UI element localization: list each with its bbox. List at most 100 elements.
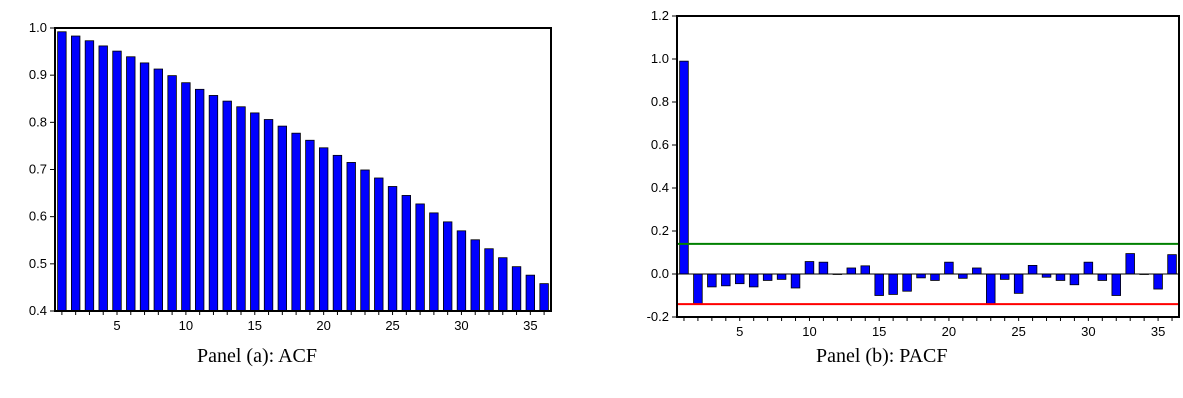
acf-bar-lag-33	[498, 257, 508, 312]
pacf-xtick-label: 30	[1081, 324, 1095, 339]
acf-bar-lag-8	[153, 68, 163, 312]
pacf-bar-lag-25	[1013, 273, 1024, 294]
pacf-bar-lag-10	[804, 261, 815, 275]
pacf-bar-lag-4	[721, 273, 731, 287]
pacf-bar-lag-21	[958, 273, 968, 279]
pacf-bar-lag-8	[776, 273, 787, 280]
acf-xtick-label: 30	[454, 318, 468, 333]
acf-bar-lag-34	[511, 266, 522, 312]
pacf-bar-lag-13	[846, 267, 857, 275]
pacf-xtick-label: 20	[942, 324, 956, 339]
pacf-bar-lag-18	[916, 273, 926, 279]
acf-xtick-label: 5	[113, 318, 120, 333]
acf-bar-lag-31	[470, 239, 480, 312]
pacf-bar-lag-19	[930, 273, 940, 281]
acf-bar-lag-28	[429, 212, 439, 312]
pacf-bar-lag-32	[1111, 273, 1121, 296]
pacf-ytick-label: 0.2	[651, 223, 669, 238]
acf-bar-lag-36	[539, 283, 549, 312]
acf-bar-lag-12	[208, 95, 219, 312]
pacf-xtick-label: 15	[872, 324, 886, 339]
acf-bar-lag-17	[277, 125, 287, 312]
pacf-bar-lag-24	[999, 273, 1010, 280]
pacf-ytick-label: 1.2	[651, 8, 669, 23]
pacf-bar-lag-5	[735, 273, 745, 285]
pacf-bar-lag-28	[1055, 273, 1066, 281]
acf-bar-lag-26	[401, 195, 411, 312]
acf-bar-lag-23	[360, 169, 370, 312]
acf-bar-lag-9	[167, 75, 177, 312]
acf-ytick-label: 0.4	[29, 303, 47, 318]
acf-bar-lag-20	[318, 147, 329, 312]
acf-bar-lag-16	[263, 119, 274, 312]
pacf-bar-lag-20	[944, 261, 954, 275]
acf-xtick-label: 15	[248, 318, 262, 333]
acf-bar-lag-6	[126, 56, 136, 312]
acf-bar-lag-30	[456, 230, 467, 312]
acf-xtick-label: 35	[523, 318, 537, 333]
pacf-bar-lag-2	[693, 273, 703, 305]
acf-bar-lag-24	[374, 177, 384, 312]
pacf-bar-lag-14	[860, 265, 870, 275]
pacf-bar-lag-16	[888, 273, 898, 295]
pacf-bar-lag-26	[1027, 264, 1038, 275]
acf-bar-lag-3	[84, 40, 95, 312]
acf-bar-lag-27	[415, 203, 425, 312]
acf-bar-lag-13	[222, 100, 232, 312]
pacf-xtick-label: 25	[1011, 324, 1025, 339]
pacf-bar-lag-23	[986, 273, 996, 305]
acf-xtick-label: 25	[385, 318, 399, 333]
acf-bar-lag-22	[346, 162, 356, 312]
pacf-bar-lag-29	[1069, 273, 1080, 286]
pacf-bar-lag-9	[790, 273, 801, 289]
acf-bar-lag-29	[442, 221, 453, 312]
pacf-ytick-label: 0.6	[651, 137, 669, 152]
pacf-bar-lag-35	[1153, 273, 1163, 290]
pacf-bar-lag-1	[679, 60, 689, 275]
pacf-bar-lag-17	[902, 273, 912, 292]
pacf-ytick-label: 0.4	[651, 180, 669, 195]
acf-bar-lag-10	[181, 82, 191, 312]
pacf-chart: -0.2 0.0 0.2 0.4 0.6 0.8 1.0 1.2 5 10 15 20 25 30 35	[647, 8, 1180, 339]
pacf-bar-lag-33	[1125, 253, 1135, 275]
acf-bar-lag-18	[291, 132, 301, 312]
acf-bar-lag-19	[305, 139, 315, 312]
pacf-plot-frame	[676, 15, 1180, 318]
pacf-bar-lag-7	[762, 273, 773, 281]
acf-ytick-label: 0.7	[29, 162, 47, 177]
pacf-xtick-label: 10	[802, 324, 816, 339]
pacf-bar-lag-30	[1083, 261, 1094, 275]
acf-bar-lag-11	[194, 88, 205, 312]
acf-ytick-label: 0.5	[29, 256, 47, 271]
pacf-bar-lag-36	[1167, 254, 1177, 275]
pacf-panel-caption: Panel (b): PACF	[816, 345, 948, 367]
pacf-bar-lag-3	[707, 273, 717, 288]
acf-bar-lag-14	[236, 106, 246, 312]
acf-bar-lag-21	[332, 154, 343, 312]
acf-bar-lag-35	[525, 274, 535, 312]
pacf-bar-lag-11	[818, 261, 829, 275]
pacf-bar-lag-15	[874, 273, 884, 296]
acf-xtick-label: 10	[179, 318, 193, 333]
acf-bar-lag-25	[387, 186, 398, 312]
acf-bar-lag-1	[57, 31, 67, 312]
acf-bar-lag-7	[139, 62, 150, 312]
acf-chart: 0.4 0.5 0.6 0.7 0.8 0.9 1.0 5 10 15 20 25 30 35	[29, 20, 552, 333]
pacf-ytick-label: 0.8	[651, 94, 669, 109]
acf-ytick-label: 0.6	[29, 209, 47, 224]
pacf-xtick-label: 5	[736, 324, 743, 339]
pacf-xtick-label: 35	[1151, 324, 1165, 339]
acf-bar-lag-15	[250, 112, 260, 312]
acf-bar-lag-32	[484, 248, 494, 312]
pacf-ytick-label: 1.0	[651, 51, 669, 66]
acf-ytick-label: 0.9	[29, 67, 47, 82]
pacf-bar-lag-6	[748, 273, 759, 288]
pacf-bar-lag-22	[972, 267, 982, 275]
acf-panel-caption: Panel (a): ACF	[197, 345, 317, 367]
acf-xtick-label: 20	[316, 318, 330, 333]
pacf-ytick-label: 0.0	[651, 266, 669, 281]
acf-ytick-label: 1.0	[29, 20, 47, 35]
pacf-ytick-label: -0.2	[647, 309, 669, 324]
pacf-bar-lag-31	[1097, 273, 1108, 281]
